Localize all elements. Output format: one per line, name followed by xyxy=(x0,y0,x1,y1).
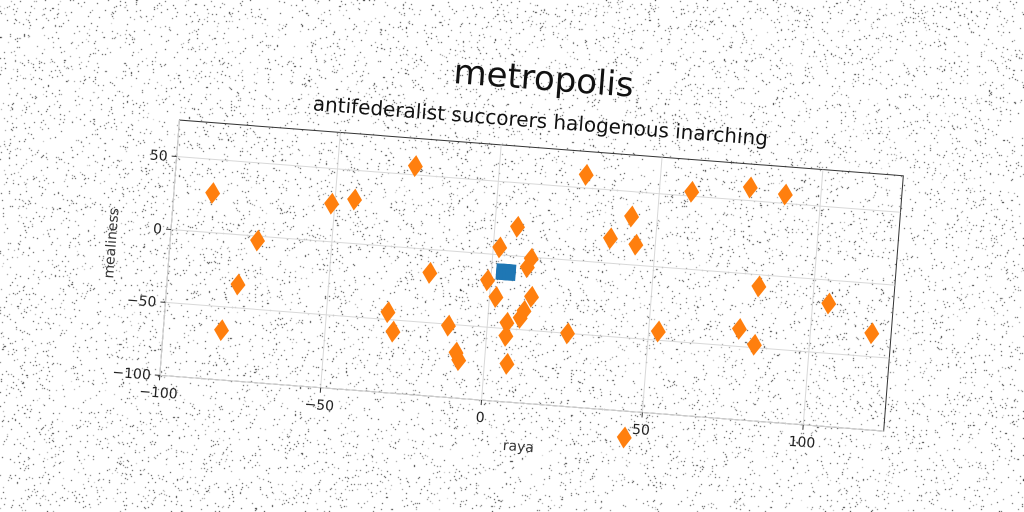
grid-line-y xyxy=(159,374,884,432)
data-point-diamond xyxy=(510,215,525,238)
data-point-diamond xyxy=(628,233,644,256)
data-point-diamond xyxy=(650,320,666,343)
data-point-diamond xyxy=(751,275,767,298)
data-point-square xyxy=(505,268,517,282)
data-point-diamond xyxy=(560,322,576,345)
data-point-diamond xyxy=(616,426,632,449)
chart-subtitle: antifederalist succorers halogenous inar… xyxy=(312,91,769,150)
grid-line-x xyxy=(320,132,341,388)
grid-line-x xyxy=(481,144,502,401)
y-tick-label: 50 xyxy=(149,148,168,165)
data-point-diamond xyxy=(602,227,618,250)
x-tick-label: −100 xyxy=(139,384,179,403)
grid-line-y xyxy=(165,301,890,359)
data-point-diamond xyxy=(488,286,504,308)
data-point-diamond xyxy=(746,333,762,356)
data-point-diamond xyxy=(230,273,246,296)
data-point-diamond xyxy=(422,261,438,284)
data-point-diamond xyxy=(385,320,401,343)
data-point-diamond xyxy=(347,188,363,211)
grid-line-x xyxy=(802,169,824,425)
grid-lines xyxy=(159,120,901,432)
data-point-diamond xyxy=(821,292,837,315)
data-point-diamond xyxy=(448,341,464,364)
data-point-diamond xyxy=(499,352,515,375)
data-point-diamond xyxy=(407,155,423,178)
x-tick-label: 0 xyxy=(475,410,485,427)
data-point-diamond xyxy=(480,269,495,292)
x-tick-label: 100 xyxy=(788,434,816,452)
x-axis-label: raya xyxy=(502,438,534,456)
data-point-diamond xyxy=(524,285,540,308)
data-point-diamond xyxy=(205,182,221,205)
y-axis-label: mealiness xyxy=(101,207,122,279)
data-point-diamond xyxy=(731,317,747,340)
data-point-diamond xyxy=(742,176,758,199)
data-point-diamond xyxy=(777,183,793,206)
grid-line-x xyxy=(159,120,180,376)
data-point-diamond xyxy=(324,192,340,215)
data-point-diamond xyxy=(451,349,467,372)
y-tick-label: −50 xyxy=(126,292,157,310)
data-point-diamond xyxy=(578,163,594,186)
data-point-diamond xyxy=(516,299,532,322)
x-tick-label: 50 xyxy=(631,422,650,439)
y-tick-label: −100 xyxy=(112,365,152,384)
data-point-diamond xyxy=(499,311,515,334)
data-point-diamond xyxy=(864,322,880,345)
data-point-diamond xyxy=(498,324,514,347)
grid-line-x xyxy=(641,157,663,413)
data-point-diamond xyxy=(214,319,230,342)
y-tick-label: 0 xyxy=(152,221,162,238)
data-point-diamond xyxy=(250,229,266,252)
data-point-diamond xyxy=(684,180,700,203)
data-point-diamond xyxy=(492,236,508,259)
chart-title: metropolis xyxy=(452,52,635,106)
data-point-diamond xyxy=(380,301,396,324)
data-point-diamond xyxy=(523,247,539,270)
data-points xyxy=(205,155,880,449)
plot-area: −100 −50 0 50 100 −100 −50 0 50 xyxy=(112,119,904,452)
x-tick-label: −50 xyxy=(304,397,335,415)
data-point-diamond xyxy=(440,314,456,337)
data-point-diamond xyxy=(624,205,640,228)
grid-line-y xyxy=(176,156,901,213)
axis-ticks: −100 −50 0 50 100 −100 −50 0 50 xyxy=(112,148,816,452)
